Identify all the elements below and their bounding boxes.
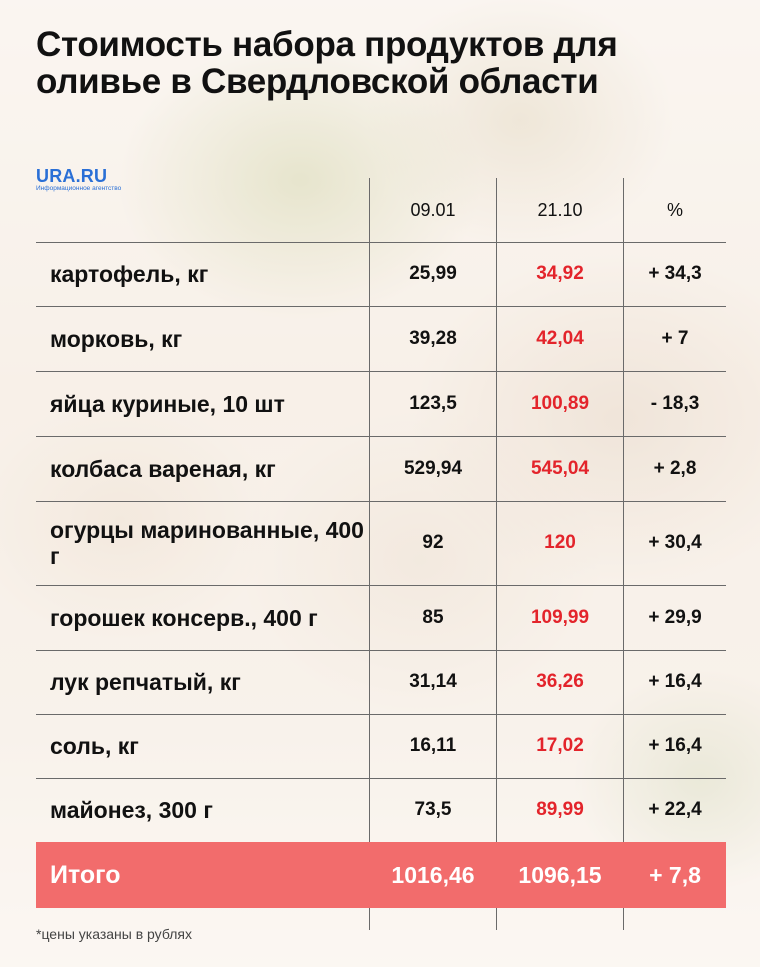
row-divider xyxy=(36,585,726,586)
value-percent: + 30,4 xyxy=(648,532,702,553)
value-percent: + 22,4 xyxy=(648,799,702,820)
ura-logo: URA.RU Информационное агентство xyxy=(36,167,121,193)
row-divider xyxy=(36,650,726,651)
value-2110: 36,26 xyxy=(536,671,584,692)
value-2110: 109,99 xyxy=(530,606,590,628)
value-percent: + 34,3 xyxy=(648,263,702,284)
value-percent: + 29,9 xyxy=(648,606,702,628)
value-0901: 529,94 xyxy=(403,457,463,479)
row-label: морковь, кг xyxy=(50,325,183,352)
logo-tagline: Информационное агентство xyxy=(36,185,122,192)
value-percent: + 2,8 xyxy=(653,457,697,479)
value-percent: + 16,4 xyxy=(648,671,702,692)
value-2110: 42,04 xyxy=(536,327,584,349)
value-percent: + 7 xyxy=(661,327,689,349)
column-header-2110: 21.10 xyxy=(537,199,583,220)
value-2110: 89,99 xyxy=(536,799,584,820)
value-0901: 85 xyxy=(422,606,444,628)
column-divider xyxy=(369,178,370,930)
row-label: картофель, кг xyxy=(50,261,209,287)
value-2110: 34,92 xyxy=(536,263,584,284)
row-divider xyxy=(36,242,726,243)
total-value-0901: 1016,46 xyxy=(391,861,475,888)
value-2110: 120 xyxy=(544,532,576,553)
row-divider xyxy=(36,371,726,372)
value-0901: 39,28 xyxy=(409,327,457,349)
row-label: колбаса вареная, кг xyxy=(50,455,276,482)
value-2110: 545,04 xyxy=(530,457,590,479)
total-label: Итого xyxy=(50,860,121,889)
row-label: яйца куриные, 10 шт xyxy=(50,390,285,417)
column-header-0901: 09.01 xyxy=(410,199,456,220)
column-header-percent: % xyxy=(666,199,683,220)
page-title: Стоимость набора продуктов для оливье в … xyxy=(36,25,618,101)
row-divider xyxy=(36,714,726,715)
row-label: огурцы маринованные, 400 г xyxy=(50,517,364,569)
value-0901: 73,5 xyxy=(414,799,452,820)
row-label: лук репчатый, кг xyxy=(50,669,241,695)
column-divider xyxy=(623,178,624,930)
row-label: горошек консерв., 400 г xyxy=(50,604,318,631)
row-divider xyxy=(36,778,726,779)
row-label: соль, кг xyxy=(50,733,139,759)
row-divider xyxy=(36,501,726,502)
value-0901: 31,14 xyxy=(409,671,457,692)
row-divider xyxy=(36,306,726,307)
value-2110: 100,89 xyxy=(530,392,590,414)
value-0901: 16,11 xyxy=(409,735,457,756)
value-0901: 92 xyxy=(422,532,444,553)
logo-name: URA.RU xyxy=(36,166,108,186)
total-percent: + 7,8 xyxy=(649,861,701,888)
row-divider xyxy=(36,436,726,437)
footnote: *цены указаны в рублях xyxy=(36,926,192,942)
row-label: майонез, 300 г xyxy=(50,797,213,823)
total-row xyxy=(36,842,726,908)
value-percent: - 18,3 xyxy=(650,392,700,414)
value-0901: 25,99 xyxy=(409,263,457,284)
value-0901: 123,5 xyxy=(409,392,457,414)
value-2110: 17,02 xyxy=(536,735,584,756)
total-value-2110: 1096,15 xyxy=(518,861,602,888)
column-divider xyxy=(496,178,497,930)
value-percent: + 16,4 xyxy=(648,735,702,756)
